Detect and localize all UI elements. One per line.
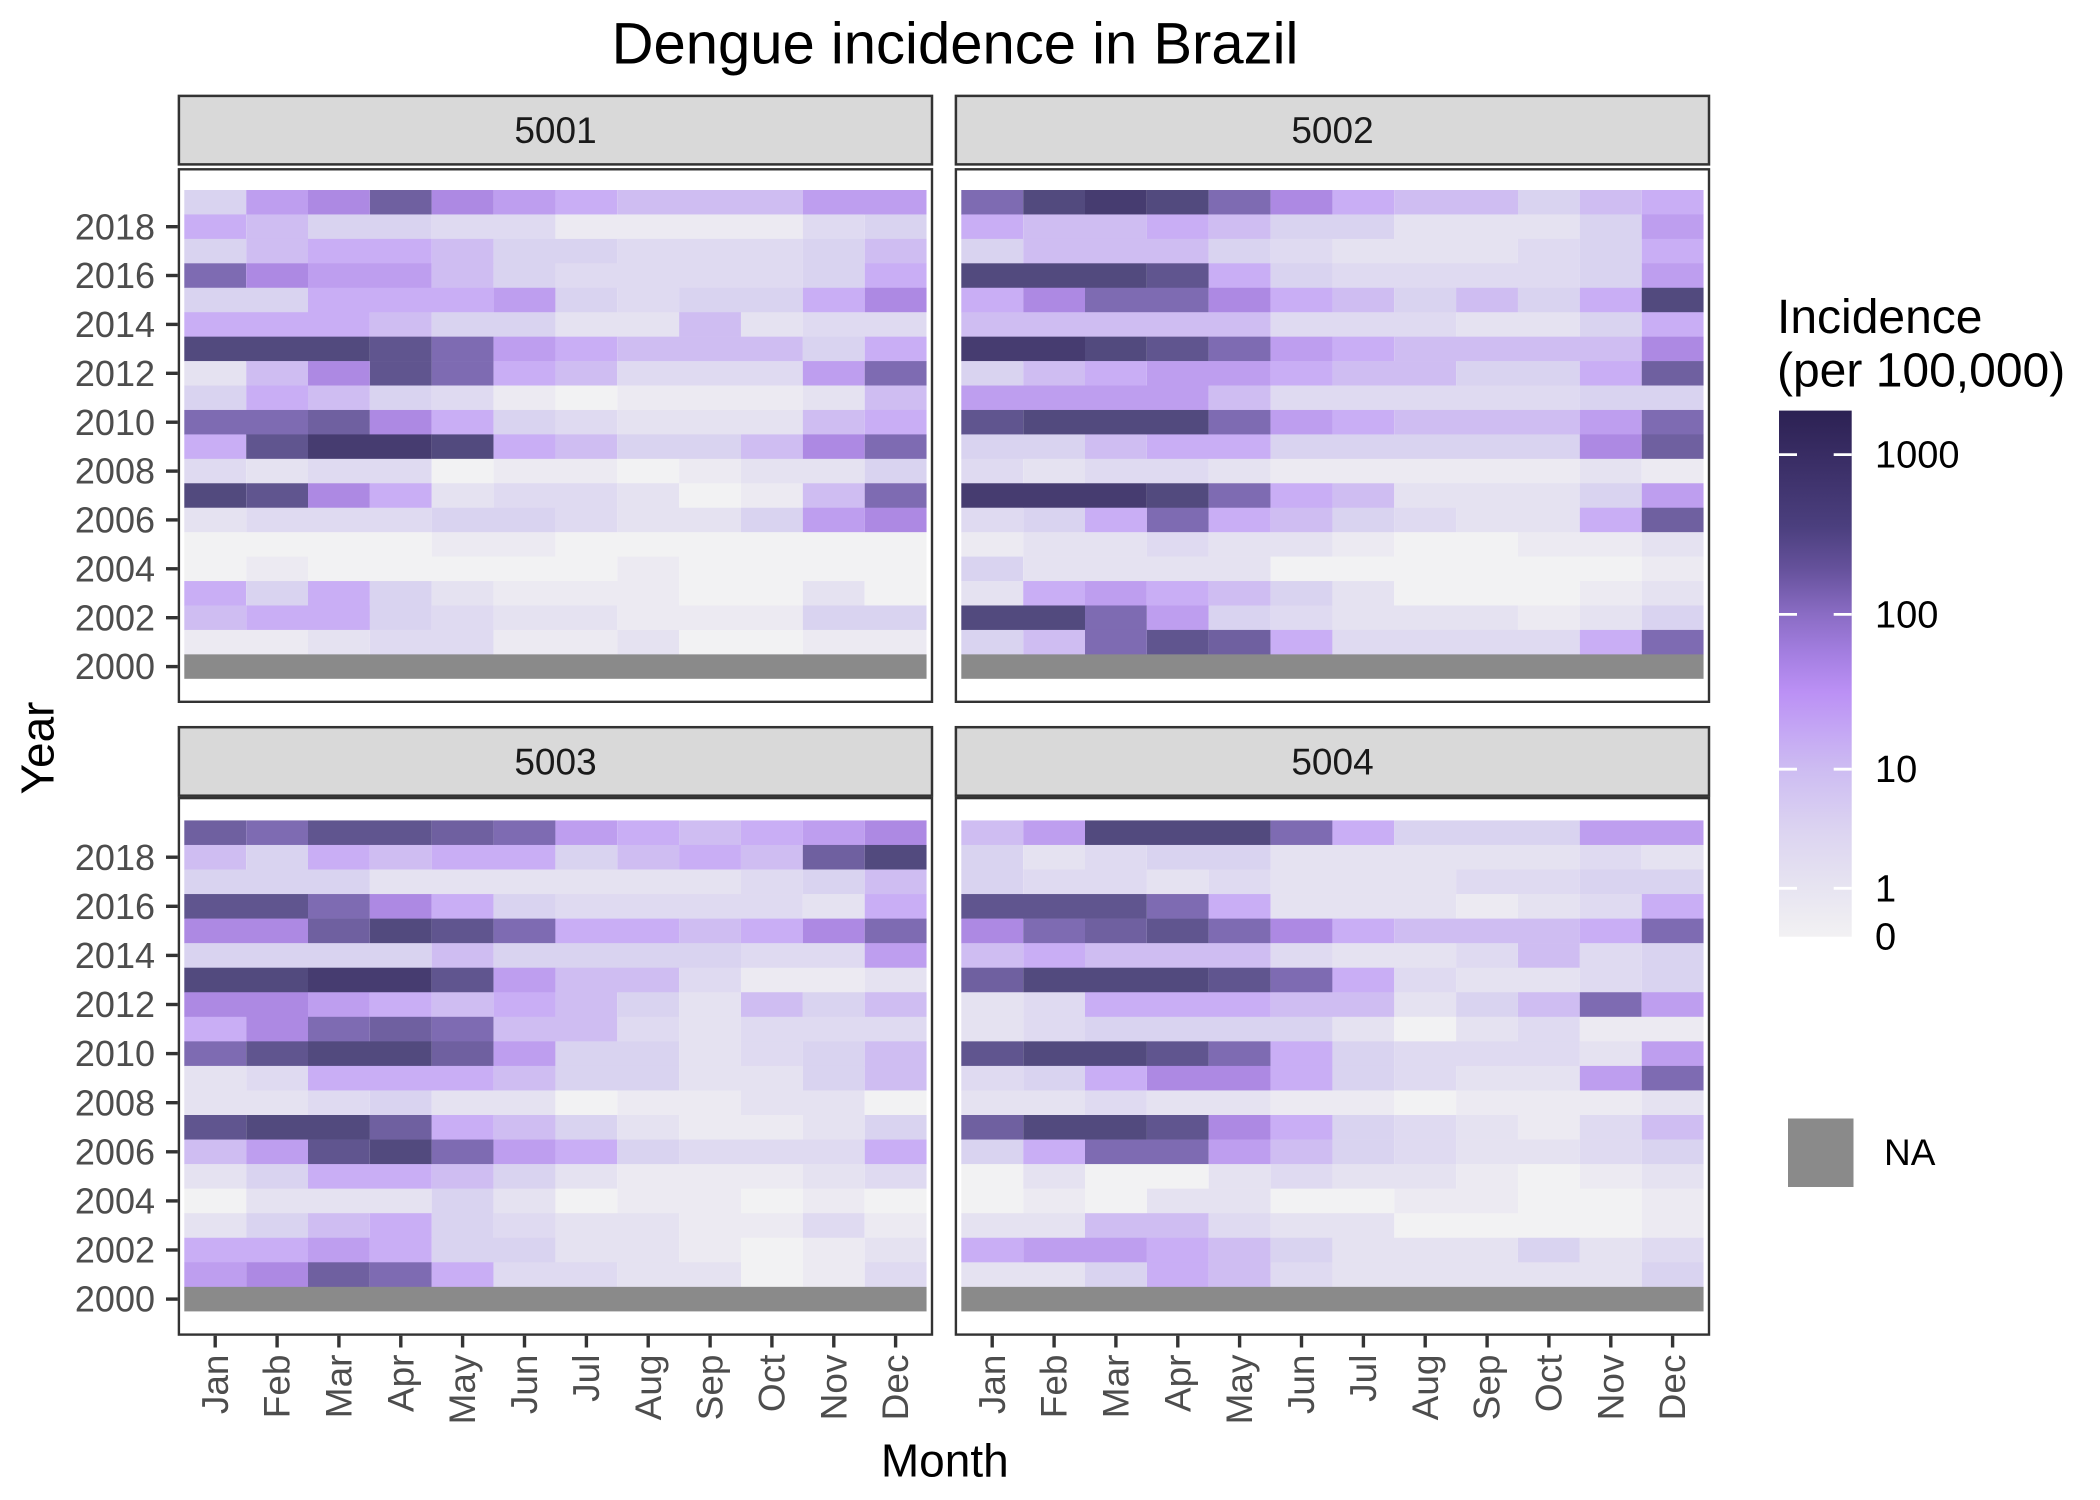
svg-text:2000: 2000 xyxy=(75,1279,155,1320)
svg-text:2004: 2004 xyxy=(75,548,155,589)
svg-text:2010: 2010 xyxy=(75,1033,155,1074)
svg-text:Jun: Jun xyxy=(1281,1355,1322,1415)
svg-text:0: 0 xyxy=(1875,917,1896,959)
svg-text:Mar: Mar xyxy=(319,1355,360,1419)
svg-text:Mar: Mar xyxy=(1096,1355,1137,1419)
svg-text:5004: 5004 xyxy=(1291,741,1373,782)
svg-text:Nov: Nov xyxy=(813,1354,854,1420)
svg-text:Feb: Feb xyxy=(257,1355,298,1419)
svg-text:2006: 2006 xyxy=(75,500,155,541)
svg-text:5003: 5003 xyxy=(514,741,596,782)
svg-text:Incidence: Incidence xyxy=(1777,291,1982,344)
svg-text:Dec: Dec xyxy=(875,1355,916,1421)
svg-text:(per 100,000): (per 100,000) xyxy=(1777,344,2065,397)
svg-text:Sep: Sep xyxy=(1467,1355,1508,1421)
svg-text:2016: 2016 xyxy=(75,886,155,927)
svg-text:Nov: Nov xyxy=(1590,1354,1631,1420)
svg-text:5001: 5001 xyxy=(514,110,596,151)
svg-text:Year: Year xyxy=(12,702,64,795)
svg-text:May: May xyxy=(442,1354,483,1424)
svg-text:Jun: Jun xyxy=(504,1355,545,1415)
svg-text:2018: 2018 xyxy=(75,837,155,878)
svg-text:10: 10 xyxy=(1875,749,1917,791)
svg-text:Aug: Aug xyxy=(628,1355,669,1421)
svg-text:Jan: Jan xyxy=(195,1355,236,1415)
svg-text:2002: 2002 xyxy=(75,597,155,638)
svg-text:Month: Month xyxy=(881,1435,1009,1487)
svg-text:2018: 2018 xyxy=(75,206,155,247)
svg-text:Jul: Jul xyxy=(566,1355,607,1402)
svg-text:Jan: Jan xyxy=(972,1355,1013,1415)
svg-text:Sep: Sep xyxy=(690,1355,731,1421)
svg-text:2008: 2008 xyxy=(75,451,155,492)
svg-text:Oct: Oct xyxy=(752,1354,793,1412)
svg-text:Dengue incidence in Brazil: Dengue incidence in Brazil xyxy=(612,12,1299,77)
svg-text:NA: NA xyxy=(1884,1132,1936,1173)
svg-text:2002: 2002 xyxy=(75,1230,155,1271)
svg-text:Oct: Oct xyxy=(1529,1354,1570,1412)
svg-text:Feb: Feb xyxy=(1034,1355,1075,1419)
svg-text:2012: 2012 xyxy=(75,353,155,394)
svg-text:1000: 1000 xyxy=(1875,435,1960,477)
svg-text:2008: 2008 xyxy=(75,1082,155,1123)
svg-text:2014: 2014 xyxy=(75,935,155,976)
svg-text:2010: 2010 xyxy=(75,402,155,443)
svg-text:2014: 2014 xyxy=(75,304,155,345)
svg-text:2016: 2016 xyxy=(75,255,155,296)
svg-text:2006: 2006 xyxy=(75,1131,155,1172)
svg-text:5002: 5002 xyxy=(1291,110,1373,151)
svg-text:Apr: Apr xyxy=(380,1355,421,1413)
svg-text:May: May xyxy=(1219,1354,1260,1424)
svg-text:1: 1 xyxy=(1875,868,1896,910)
svg-text:2012: 2012 xyxy=(75,984,155,1025)
svg-text:100: 100 xyxy=(1875,594,1938,636)
svg-text:2000: 2000 xyxy=(75,646,155,687)
svg-text:Apr: Apr xyxy=(1157,1355,1198,1413)
svg-text:Jul: Jul xyxy=(1343,1355,1384,1402)
svg-text:2004: 2004 xyxy=(75,1181,155,1222)
svg-text:Dec: Dec xyxy=(1652,1355,1693,1421)
svg-text:Aug: Aug xyxy=(1405,1355,1446,1421)
